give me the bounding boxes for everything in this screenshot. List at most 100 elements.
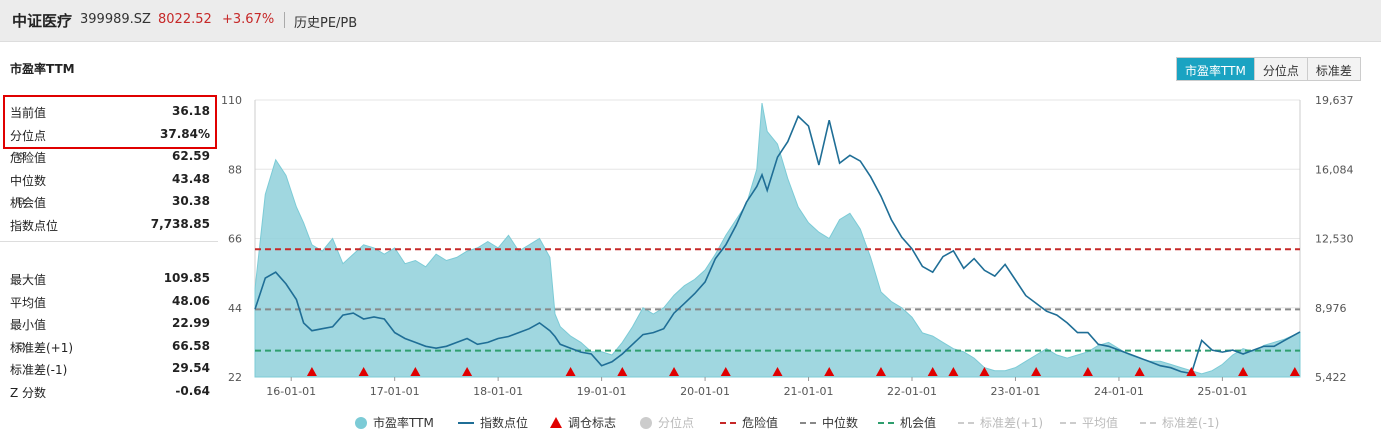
- legend-item[interactable]: 危险值: [720, 414, 778, 431]
- legend-label: 标准差(+1): [980, 416, 1044, 430]
- dash-icon: [1060, 421, 1076, 424]
- stat-row: 最大值 109.85: [10, 271, 210, 291]
- x-tick-label: 21-01-01: [784, 385, 834, 398]
- chart-legend: 市盈率TTM 指数点位 调仓标志 分位点 危险值 中位数 机会值 标准差(+1) 平均值 标准差(…: [0, 414, 1381, 436]
- stat-row: 标准差(+1) ⚙ 66.58: [10, 339, 210, 359]
- stat-row: 平均值 48.06: [10, 294, 210, 314]
- index-code: 399989.SZ: [80, 12, 151, 27]
- legend-label: 机会值: [900, 416, 937, 430]
- index-price: 8022.52: [158, 12, 212, 27]
- stat-value: 7,738.85: [150, 217, 210, 231]
- stat-row: 标准差(-1) 29.54: [10, 361, 210, 381]
- rebalance-marker: [617, 367, 628, 376]
- left-tick-label: 88: [228, 163, 242, 176]
- stat-label: Z 分数: [10, 386, 47, 400]
- stat-row: 最小值 22.99: [10, 316, 210, 336]
- stat-label: 标准差(-1): [10, 363, 68, 378]
- stat-row: 危险值 ⚙ 62.59: [10, 149, 210, 169]
- dot-icon: [355, 416, 367, 429]
- rebalance-marker: [824, 367, 835, 376]
- rebalance-marker: [306, 367, 317, 376]
- stat-value: 62.59: [172, 149, 210, 164]
- stat-label: 机会值: [10, 196, 47, 211]
- right-tick-label: 19,637: [1315, 94, 1354, 107]
- stat-row: 指数点位 7,738.85: [10, 217, 210, 237]
- rebalance-marker: [565, 367, 576, 376]
- gear-icon[interactable]: ⚙: [16, 195, 26, 209]
- header-divider: [284, 12, 285, 28]
- rebalance-marker: [948, 367, 959, 376]
- legend-item[interactable]: 标准差(-1): [1140, 414, 1219, 431]
- gear-icon[interactable]: ⚙: [16, 339, 26, 353]
- rebalance-marker: [1134, 367, 1145, 376]
- stat-value: 36.18: [172, 104, 210, 118]
- stat-row: 当前值 36.18: [10, 104, 210, 124]
- stat-row: 机会值 ⚙ 30.38: [10, 194, 210, 214]
- rebalance-marker: [462, 367, 473, 376]
- legend-item[interactable]: 市盈率TTM: [355, 414, 434, 431]
- legend-item[interactable]: 指数点位: [458, 414, 528, 431]
- stat-value: 22.99: [172, 316, 210, 331]
- pe-area-series: [254, 103, 1301, 378]
- stat-label: 最小值: [10, 318, 47, 333]
- left-tick-label: 66: [228, 233, 242, 246]
- legend-label: 调仓标志: [568, 416, 617, 430]
- stat-label: 当前值: [10, 106, 47, 120]
- stat-row: Z 分数 -0.64: [10, 384, 210, 404]
- dash-icon: [1140, 421, 1156, 424]
- stat-value: 29.54: [172, 361, 210, 376]
- gear-icon[interactable]: ⚙: [16, 150, 26, 164]
- right-tick-label: 5,422: [1315, 371, 1347, 384]
- tab-metric-2[interactable]: 标准差: [1306, 58, 1360, 80]
- rebalance-marker: [1031, 367, 1042, 376]
- metric-tabs: 市盈率TTM 分位点 标准差: [1176, 57, 1361, 81]
- metric-title: 市盈率TTM: [10, 62, 75, 76]
- legend-item[interactable]: 中位数: [800, 414, 858, 431]
- stat-label: 指数点位: [10, 219, 59, 233]
- legend-item[interactable]: 平均值: [1060, 414, 1118, 431]
- stat-row: 分位点 37.84%: [10, 127, 210, 147]
- pe-chart: 110 19,637 88 16,084 66 12,530 44 8,976 22 5,422 1…: [221, 94, 1354, 398]
- legend-item[interactable]: 调仓标志: [550, 414, 616, 431]
- rebalance-marker: [358, 367, 369, 376]
- legend-label: 分位点: [658, 416, 695, 430]
- legend-label: 标准差(-1): [1162, 416, 1220, 430]
- stat-row: 中位数 43.48: [10, 172, 210, 192]
- rebalance-marker: [772, 367, 783, 376]
- legend-label: 平均值: [1082, 416, 1119, 430]
- legend-label: 危险值: [742, 416, 779, 430]
- stat-value: 66.58: [172, 338, 210, 353]
- line-icon: [458, 421, 474, 424]
- header-bar: 中证医疗 399989.SZ 8022.52 +3.67% 历史PE/PB: [0, 0, 1381, 42]
- x-tick-label: 24-01-01: [1094, 385, 1144, 398]
- stat-label: 标准差(+1): [10, 340, 74, 355]
- left-tick-label: 44: [228, 302, 242, 315]
- rebalance-marker: [669, 367, 680, 376]
- tab-metric-0[interactable]: 市盈率TTM: [1177, 58, 1254, 80]
- rebalance-marker: [720, 367, 731, 376]
- legend-item[interactable]: 机会值: [878, 414, 936, 431]
- stat-value: 109.85: [163, 271, 210, 285]
- rebalance-marker: [1186, 367, 1197, 376]
- tab-history-pe-pb[interactable]: 历史PE/PB: [294, 16, 358, 31]
- stat-value: -0.64: [175, 384, 210, 398]
- right-tick-label: 12,530: [1315, 233, 1354, 246]
- x-tick-label: 22-01-01: [887, 385, 937, 398]
- rebalance-marker: [410, 367, 421, 376]
- x-tick-label: 16-01-01: [266, 385, 316, 398]
- stat-value: 30.38: [172, 194, 210, 209]
- x-tick-label: 25-01-01: [1197, 385, 1247, 398]
- stat-label: 分位点: [10, 128, 47, 143]
- legend-item[interactable]: 分位点: [640, 414, 694, 431]
- rebalance-marker: [1289, 367, 1300, 376]
- x-tick-label: 17-01-01: [370, 385, 420, 398]
- tab-metric-1[interactable]: 分位点: [1253, 58, 1307, 80]
- stat-value: 37.84%: [160, 126, 210, 141]
- stats-divider: [0, 241, 218, 242]
- stat-label: 最大值: [10, 273, 47, 287]
- dash-icon: [958, 421, 974, 424]
- x-tick-label: 20-01-01: [680, 385, 730, 398]
- stat-label: 危险值: [10, 151, 47, 166]
- legend-item[interactable]: 标准差(+1): [958, 414, 1043, 431]
- left-tick-label: 110: [221, 94, 242, 107]
